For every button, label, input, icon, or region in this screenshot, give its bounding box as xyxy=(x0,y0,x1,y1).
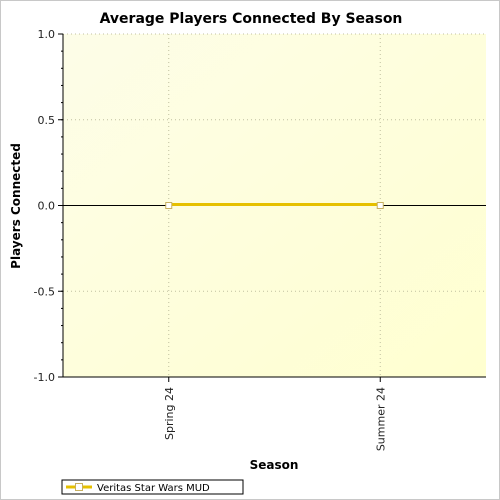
y-tick-label: 0.0 xyxy=(38,200,56,213)
legend-box xyxy=(61,479,244,495)
y-axis-ticks: 1.0 0.5 0.0 -0.5 -1.0 xyxy=(34,28,63,384)
data-point xyxy=(165,202,173,209)
y-tick-label: 1.0 xyxy=(38,28,56,41)
x-tick-label: Spring 24 xyxy=(163,387,176,440)
x-tick-label: Summer 24 xyxy=(374,387,387,451)
x-axis-title: Season xyxy=(250,458,299,472)
series-layer xyxy=(165,202,384,209)
data-point xyxy=(376,202,384,209)
x-axis-ticks: Spring 24 Summer 24 xyxy=(163,377,387,451)
y-tick-label: 0.5 xyxy=(38,114,56,127)
chart-title: Average Players Connected By Season xyxy=(100,11,403,27)
y-tick-label: -0.5 xyxy=(34,285,55,298)
y-axis-title: Players Connected xyxy=(9,143,23,269)
y-tick-label: -1.0 xyxy=(34,371,55,384)
legend-series-marker xyxy=(75,483,83,491)
legend: Veritas Star Wars MUD xyxy=(61,479,244,495)
legend-series-label: Veritas Star Wars MUD xyxy=(97,483,210,494)
